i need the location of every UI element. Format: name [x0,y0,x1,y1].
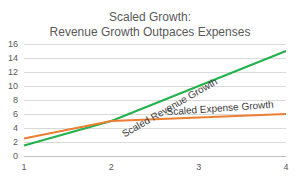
svg-text:3: 3 [196,162,201,172]
svg-text:1: 1 [21,162,26,172]
svg-text:2: 2 [13,137,18,147]
svg-text:4: 4 [283,162,288,172]
svg-text:Scaled Growth:: Scaled Growth: [109,10,191,24]
svg-text:10: 10 [8,81,18,91]
svg-text:16: 16 [8,39,18,49]
svg-text:4: 4 [13,123,18,133]
svg-text:14: 14 [8,53,18,63]
svg-text:12: 12 [8,67,18,77]
svg-text:2: 2 [109,162,114,172]
svg-text:Revenue Growth Outpaces Expens: Revenue Growth Outpaces Expenses [50,25,251,39]
svg-text:Scaled Revenue Growth: Scaled Revenue Growth [119,75,220,140]
svg-text:Scaled Expense Growth: Scaled Expense Growth [166,99,274,117]
svg-text:8: 8 [13,95,18,105]
svg-text:6: 6 [13,109,18,119]
svg-text:0: 0 [13,151,18,161]
